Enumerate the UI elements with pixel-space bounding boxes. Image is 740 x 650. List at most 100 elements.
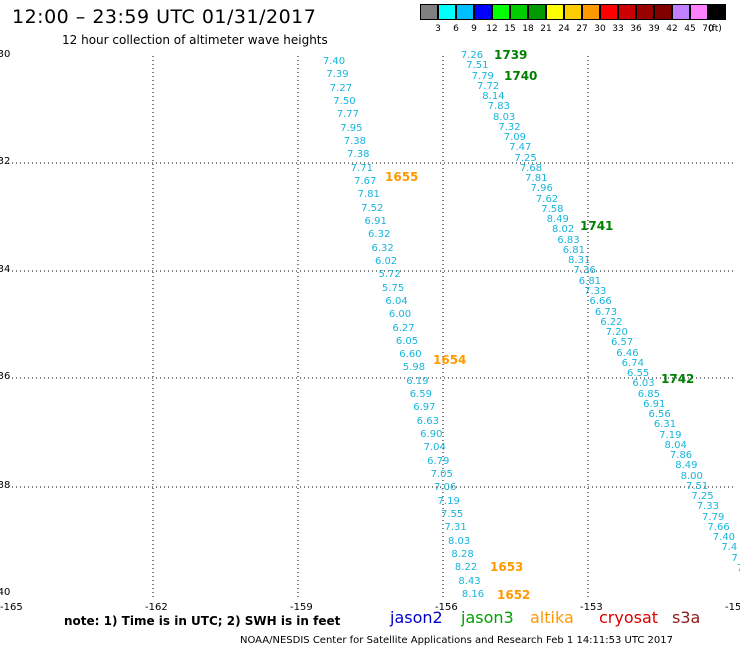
- color-scale-label: 42: [666, 24, 678, 34]
- east-track-swh-value: 7.09: [503, 132, 527, 144]
- lat-tick-label: -30: [0, 49, 11, 60]
- east-track-swh-value: 7.51: [466, 60, 489, 72]
- color-scale-label: 24: [558, 24, 570, 34]
- east-track-swh-value: 7: [737, 563, 740, 574]
- east-track-swh-value: 7.81: [525, 173, 548, 185]
- color-scale-swatch: [708, 4, 726, 20]
- east-track-swh-value: 7.25: [691, 491, 714, 503]
- east-track-swh-value: 6.91: [643, 398, 666, 410]
- lat-tick-label: -36: [0, 371, 11, 382]
- lat-tick-label: -34: [0, 264, 11, 275]
- west-track-swh-value: 7.67: [354, 175, 377, 187]
- color-scale-label: 45: [684, 24, 696, 34]
- east-track-swh-value: 7.47: [509, 142, 532, 154]
- west-track-time-label: 1652: [497, 588, 531, 602]
- east-track-swh-value: 8.04: [664, 439, 687, 451]
- east-track-swh-value: 8.31: [568, 255, 591, 267]
- legend-s3a: s3a: [672, 608, 701, 627]
- color-scale-swatch: [510, 4, 528, 20]
- west-track-swh-value: 6.60: [399, 349, 422, 361]
- east-track-swh-value: 6.73: [594, 306, 618, 318]
- east-track-swh-value: 7.68: [519, 162, 543, 174]
- color-scale-label: 33: [612, 24, 624, 34]
- west-track-swh-value: 6.59: [409, 389, 433, 401]
- west-track-swh-value: 6.97: [413, 402, 436, 414]
- east-track-swh-value: 6.81: [578, 275, 602, 287]
- lon-tick-label: -165: [0, 602, 23, 613]
- east-track-swh-value: 7.26: [460, 50, 484, 61]
- color-scale-swatch: [456, 4, 474, 20]
- east-track-swh-value: 7.96: [530, 183, 553, 195]
- east-track-swh-value: 7.19: [659, 429, 682, 441]
- east-track-swh-value: 8.49: [546, 214, 569, 226]
- east-track-swh-value: 7.83: [487, 101, 510, 113]
- lon-tick-label: -153: [580, 602, 603, 613]
- east-track-swh-value: 8.14: [482, 91, 505, 103]
- color-scale-unit: (ft): [708, 24, 722, 34]
- west-track-swh-value: 7.81: [357, 189, 380, 201]
- legend-jason3: jason3: [461, 608, 514, 627]
- lon-tick-label: -162: [145, 602, 168, 613]
- west-track-swh-value: 7.19: [437, 495, 460, 507]
- west-track-swh-value: 8.22: [454, 562, 478, 574]
- legend-altika: altika: [530, 608, 574, 627]
- color-scale: 3 6 9 12 15 18 21 24 27 30 33 36 39 42 45 70 (ft): [420, 4, 730, 34]
- east-track-swh-value: 7.62: [535, 193, 559, 205]
- west-track-swh-value: 6.63: [416, 415, 439, 427]
- west-track-swh-value: 5.72: [378, 269, 401, 281]
- east-track-swh-value: 8.02: [551, 224, 575, 236]
- lon-tick-label: -156: [435, 602, 458, 613]
- color-scale-label: 21: [540, 24, 552, 34]
- west-track-time-label: 1654: [433, 353, 467, 367]
- map-title: 12:00 – 23:59 UTC 01/31/2017: [12, 6, 317, 28]
- color-scale-label: 18: [522, 24, 534, 34]
- west-track-swh-value: 7.38: [347, 149, 370, 161]
- west-track-swh-value: 7.50: [333, 95, 356, 107]
- color-scale-label: 3: [435, 24, 441, 34]
- west-track-swh-value: 7.31: [444, 522, 467, 534]
- east-track-swh-value: 7.32: [498, 121, 521, 133]
- east-track-swh-value: 7.86: [669, 450, 693, 462]
- west-track-swh-value: 7.05: [430, 469, 453, 481]
- west-track-swh-value: 7.77: [336, 109, 360, 121]
- east-track-swh-value: 6.56: [648, 409, 671, 421]
- lat-tick-label: -40: [0, 587, 11, 598]
- color-scale-swatch: [528, 4, 546, 20]
- color-scale-swatch: [438, 4, 456, 20]
- east-track-time-label: 1740: [504, 69, 538, 83]
- west-track-swh-value: 7.04: [423, 442, 446, 454]
- east-track-swh-value: 7.20: [605, 327, 628, 339]
- legend-cryosat: cryosat: [599, 608, 659, 627]
- color-scale-swatch: [672, 4, 690, 20]
- east-track-swh-value: 7.33: [584, 285, 607, 297]
- color-scale-label: 6: [453, 24, 459, 34]
- west-track-swh-value: 7.55: [441, 509, 464, 521]
- east-track-swh-value: 6.31: [653, 419, 677, 431]
- west-track-swh-value: 7.06: [434, 482, 457, 494]
- color-scale-label: 36: [630, 24, 642, 34]
- east-track-swh-value: 6.83: [557, 234, 580, 246]
- lon-tick-label: -150: [725, 602, 740, 613]
- east-track-swh-value: 7: [731, 552, 738, 564]
- east-track-swh-value: 8.03: [493, 111, 516, 123]
- west-track-swh-value: 6.04: [385, 295, 408, 307]
- west-track-swh-value: 6.90: [420, 429, 443, 441]
- footer-credit: NOAA/NESDIS Center for Satellite Applica…: [240, 635, 673, 646]
- east-track-swh-value: 7.72: [476, 80, 500, 92]
- lat-tick-label: -32: [0, 156, 11, 167]
- east-track-time-label: 1741: [580, 219, 614, 233]
- west-track-swh-value: 7.40: [322, 56, 346, 67]
- east-track-swh-value: 7.66: [707, 521, 730, 533]
- color-scale-swatch: [474, 4, 492, 20]
- map-subtitle: 12 hour collection of altimeter wave hei…: [62, 33, 328, 47]
- west-track-swh-value: 6.91: [364, 215, 387, 227]
- east-track-swh-value: 6.57: [610, 337, 634, 349]
- color-scale-label: 70: [702, 24, 714, 34]
- east-track-swh-value: 7.79: [702, 511, 725, 523]
- east-track-swh-value: 7.36: [573, 265, 596, 277]
- color-scale-label: 9: [471, 24, 477, 34]
- west-track-swh-value: 7.95: [340, 122, 363, 134]
- lon-tick-label: -159: [290, 602, 313, 613]
- west-track-swh-value: 8.43: [458, 575, 481, 587]
